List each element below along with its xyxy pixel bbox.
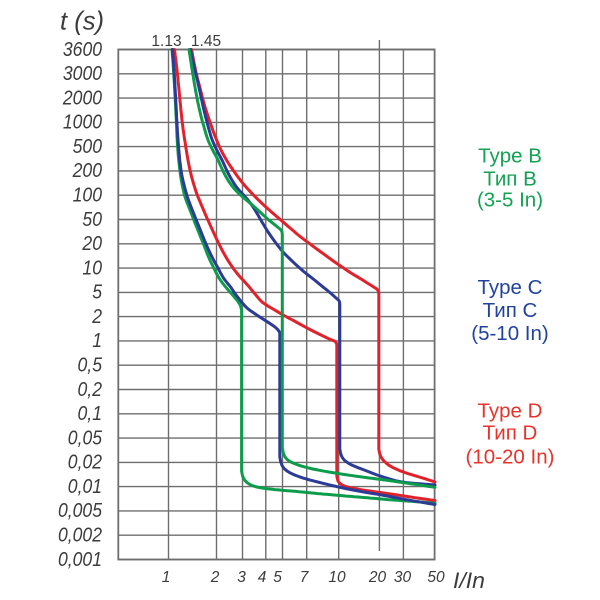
svg-text:Тип D: Тип D: [483, 421, 538, 444]
svg-text:10: 10: [82, 257, 102, 279]
svg-text:10: 10: [328, 569, 346, 586]
svg-text:3: 3: [237, 569, 246, 586]
svg-text:3600: 3600: [63, 39, 102, 61]
svg-text:Type D: Type D: [478, 399, 543, 422]
svg-text:0,1: 0,1: [78, 403, 103, 425]
svg-text:4: 4: [258, 569, 267, 586]
svg-text:5: 5: [273, 569, 282, 586]
svg-text:I/In: I/In: [453, 568, 485, 593]
svg-text:2: 2: [210, 569, 220, 586]
svg-text:Type C: Type C: [478, 276, 543, 299]
svg-text:7: 7: [300, 569, 310, 586]
svg-text:50: 50: [427, 569, 445, 586]
svg-text:50: 50: [82, 209, 102, 231]
svg-text:1.13: 1.13: [151, 33, 181, 50]
svg-text:1: 1: [162, 569, 171, 586]
svg-text:0,02: 0,02: [68, 452, 102, 474]
svg-text:t (s): t (s): [60, 6, 104, 36]
svg-text:0,001: 0,001: [58, 549, 102, 571]
svg-text:200: 200: [72, 160, 102, 182]
svg-text:(10-20 In): (10-20 In): [466, 445, 555, 468]
svg-text:5: 5: [92, 282, 103, 304]
svg-text:1: 1: [92, 330, 102, 352]
svg-text:(3-5 In): (3-5 In): [477, 189, 543, 212]
svg-text:0,5: 0,5: [78, 355, 103, 377]
svg-text:0,05: 0,05: [68, 427, 103, 449]
svg-text:2000: 2000: [62, 87, 102, 109]
svg-text:0,005: 0,005: [58, 500, 103, 522]
svg-text:0,002: 0,002: [58, 525, 102, 547]
svg-text:2: 2: [91, 306, 102, 328]
svg-text:30: 30: [394, 569, 412, 586]
svg-text:1000: 1000: [63, 112, 102, 134]
svg-text:20: 20: [368, 569, 387, 586]
svg-text:Тип C: Тип C: [483, 299, 538, 322]
svg-text:0,01: 0,01: [68, 476, 102, 498]
svg-text:0,2: 0,2: [78, 379, 103, 401]
svg-text:Type B: Type B: [478, 145, 542, 168]
svg-text:20: 20: [82, 233, 102, 255]
svg-text:100: 100: [73, 185, 102, 207]
svg-text:(5-10 In): (5-10 In): [471, 322, 548, 345]
svg-text:Тип B: Тип B: [483, 167, 537, 190]
svg-text:1.45: 1.45: [191, 33, 221, 50]
svg-text:500: 500: [73, 136, 102, 158]
svg-text:3000: 3000: [63, 63, 102, 85]
